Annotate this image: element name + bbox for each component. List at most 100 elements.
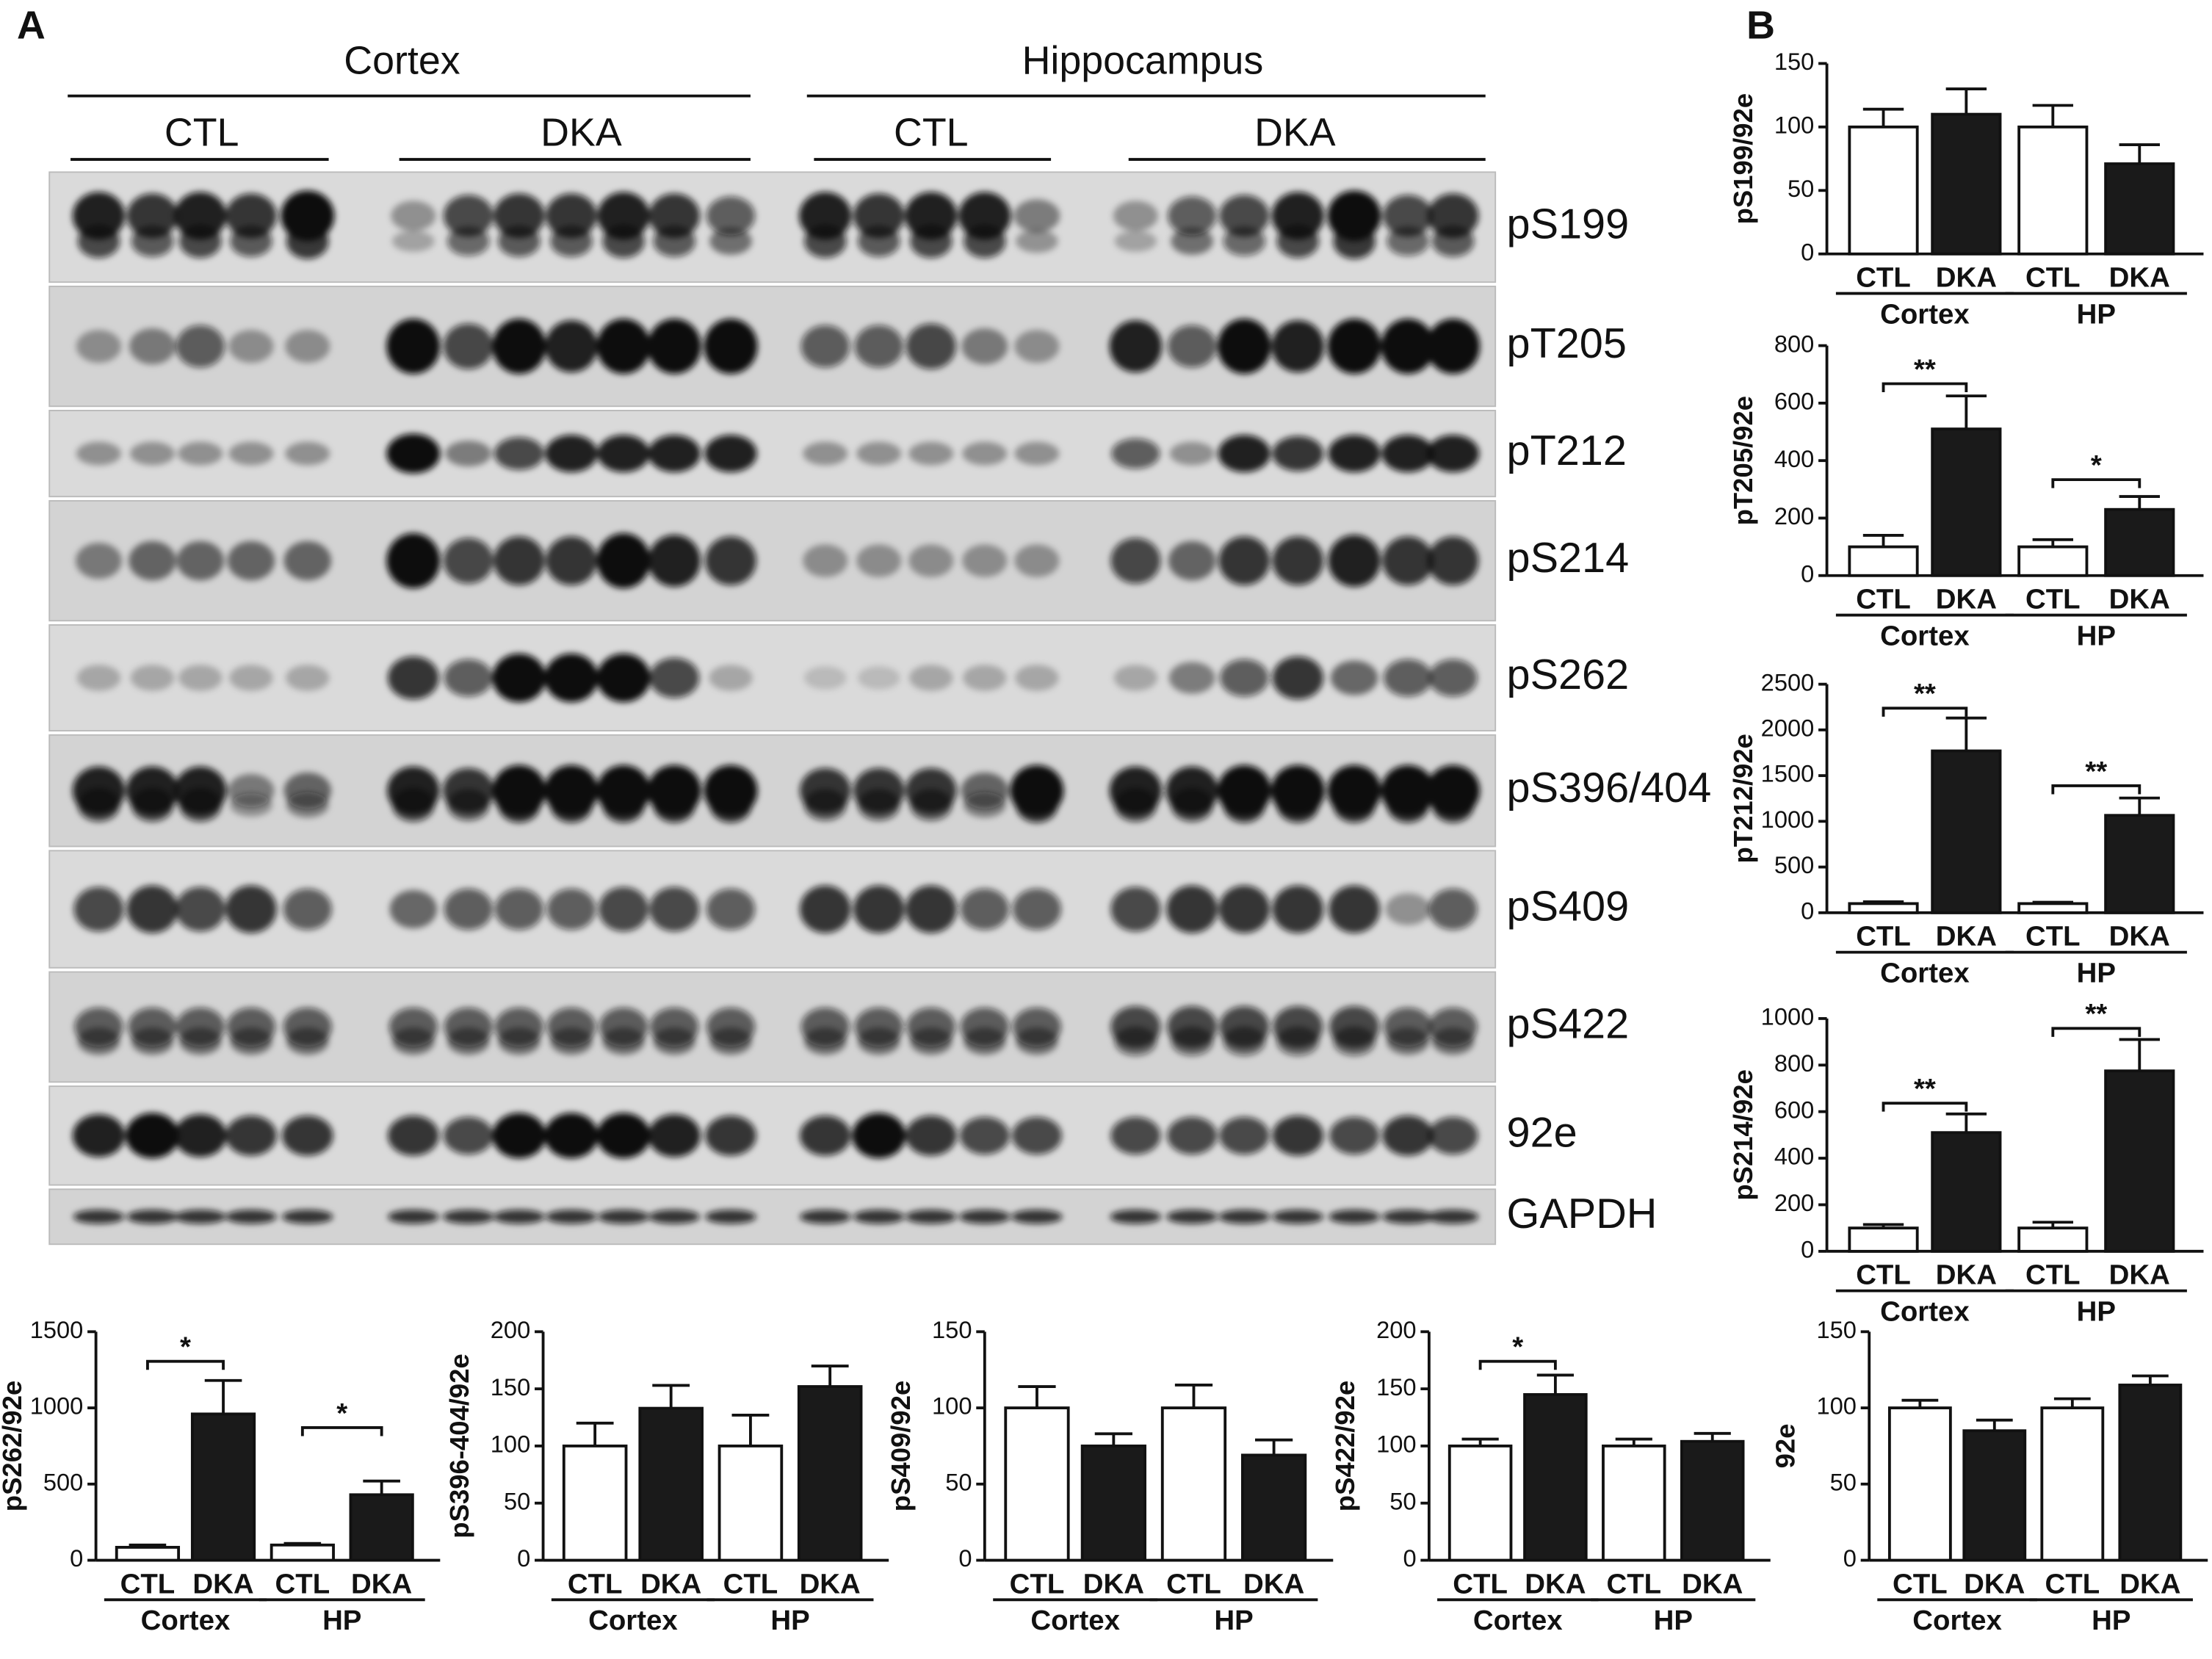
band [550, 225, 593, 257]
band [1168, 196, 1217, 236]
band [285, 441, 330, 466]
band [1218, 885, 1271, 933]
band [653, 225, 696, 257]
band [1431, 225, 1475, 257]
band [174, 1210, 226, 1224]
y-tick-label: 400 [1774, 445, 1814, 472]
y-tick-label: 100 [1376, 1431, 1416, 1458]
bar [638, 1406, 704, 1562]
band [174, 192, 227, 240]
band [596, 319, 651, 375]
bands [76, 533, 1479, 589]
bands [73, 885, 1478, 933]
band [906, 1210, 957, 1224]
group-label: Cortex [1912, 1605, 2002, 1636]
y-tick-label: 200 [491, 1316, 530, 1343]
y-tick-label: 0 [958, 1544, 972, 1572]
group-label: CTL [894, 111, 969, 155]
band [1220, 659, 1269, 697]
band [803, 666, 847, 690]
band [550, 787, 593, 823]
y-tick-label: 1500 [30, 1316, 84, 1343]
band [1272, 536, 1324, 585]
band [129, 328, 176, 365]
x-tick-label: CTL [1856, 1259, 1911, 1291]
x-tick-label: CTL [1893, 1568, 1948, 1600]
band [653, 787, 696, 823]
band [178, 665, 223, 691]
band [1223, 1026, 1266, 1056]
band [709, 227, 752, 256]
band [228, 441, 274, 466]
band [799, 1210, 851, 1224]
band [709, 787, 752, 823]
band [1383, 195, 1434, 237]
band [1015, 665, 1059, 691]
band [1168, 541, 1216, 581]
bands [76, 319, 1481, 375]
band [392, 1027, 435, 1055]
band [286, 1027, 329, 1055]
band [704, 319, 758, 375]
x-tick-label: CTL [1856, 261, 1911, 293]
band [1431, 1027, 1475, 1055]
band [447, 1027, 490, 1055]
band [1014, 544, 1060, 577]
bar [1848, 1226, 1919, 1253]
x-tick-label: DKA [800, 1568, 861, 1600]
band [1169, 441, 1215, 466]
band [388, 1210, 439, 1224]
band [1110, 886, 1161, 932]
band [1387, 787, 1429, 823]
bands [72, 1113, 1478, 1159]
band [544, 1113, 599, 1159]
bar [270, 1543, 335, 1562]
band [545, 435, 598, 472]
x-tick-label: CTL [1606, 1568, 1661, 1600]
significance-label: * [180, 1331, 191, 1363]
band [225, 1115, 277, 1156]
band [803, 224, 847, 259]
bar [349, 1493, 414, 1562]
x-tick-label: CTL [1010, 1568, 1065, 1600]
significance-bracket [1882, 706, 1968, 717]
band [1276, 1026, 1320, 1056]
y-tick-label: 100 [1774, 112, 1814, 139]
y-tick-label: 500 [43, 1468, 83, 1495]
band [648, 535, 701, 587]
group-label: CTL [165, 111, 239, 155]
x-tick-label: DKA [1936, 261, 1997, 293]
band [227, 541, 275, 581]
band [225, 1210, 277, 1224]
band [1426, 435, 1480, 472]
band [392, 231, 435, 252]
band [178, 1027, 222, 1055]
bar [718, 1445, 784, 1562]
bar [2017, 902, 2089, 914]
bar-chart: 0 50 100 150 92e CTL DKA CTL DKA Cortex HP [1770, 1316, 2208, 1636]
western-blot: pS199 pT205 pT212 pS214 pS262 pS396/404 pS409 p… [48, 171, 1711, 1246]
y-tick-label: 0 [1843, 1544, 1857, 1572]
bar [2104, 507, 2175, 577]
band [130, 665, 175, 691]
group-label: Cortex [141, 1605, 231, 1636]
band [909, 224, 953, 259]
bar [797, 1385, 863, 1562]
band [803, 544, 848, 577]
band [286, 665, 330, 691]
bar [1848, 545, 1919, 577]
band [1427, 1210, 1479, 1224]
band [1014, 330, 1060, 363]
band [498, 225, 541, 257]
x-tick-label: DKA [1682, 1568, 1743, 1600]
x-tick-label: DKA [192, 1568, 253, 1600]
band [77, 1027, 120, 1055]
y-tick-label: 1000 [1761, 806, 1815, 833]
significance-bracket [1882, 382, 1968, 393]
significance-label: * [1512, 1331, 1523, 1363]
y-tick-label: 150 [1816, 1316, 1856, 1343]
x-tick-label: CTL [723, 1568, 778, 1600]
group-label: HP [770, 1605, 809, 1636]
x-tick-label: DKA [2119, 1568, 2180, 1600]
band [494, 1210, 545, 1224]
